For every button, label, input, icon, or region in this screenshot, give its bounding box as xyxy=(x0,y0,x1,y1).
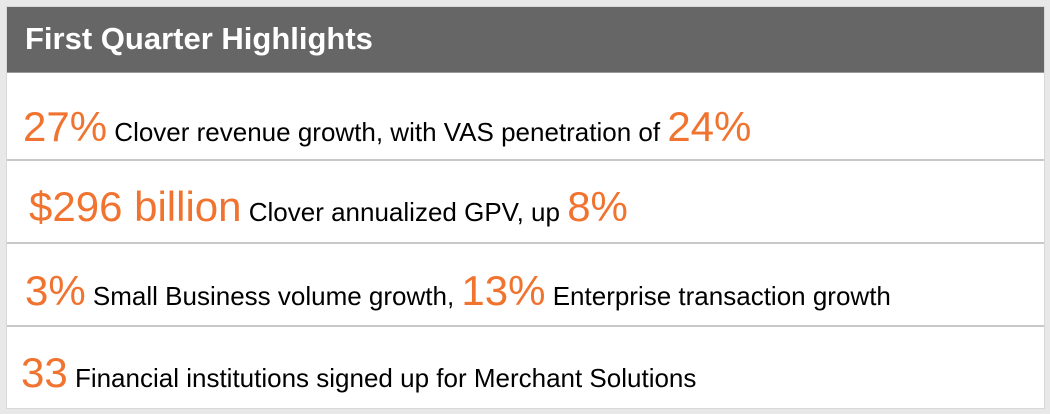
metric-value: 33 xyxy=(21,349,68,396)
highlight-row-clover-gpv: $296 billion Clover annualized GPV, up 8… xyxy=(29,183,628,231)
highlights-card: First Quarter Highlights 27% Clover reve… xyxy=(6,6,1045,409)
row-divider xyxy=(7,242,1044,244)
metric-value: 3% xyxy=(25,267,86,314)
metric-value: $296 billion xyxy=(29,183,242,230)
metric-description: Small Business volume growth, xyxy=(85,281,462,311)
metric-description: Clover annualized GPV, up xyxy=(241,197,568,227)
header-bar: First Quarter Highlights xyxy=(7,7,1044,73)
metric-value: 24% xyxy=(667,103,752,150)
metric-value: 27% xyxy=(23,103,108,150)
highlight-row-volume-growth: 3% Small Business volume growth, 13% Ent… xyxy=(25,267,891,315)
metric-description: Enterprise transaction growth xyxy=(545,281,891,311)
metric-value: 8% xyxy=(567,183,628,230)
row-divider xyxy=(7,159,1044,161)
row-divider xyxy=(7,325,1044,327)
metric-value: 13% xyxy=(461,267,546,314)
metric-description: Financial institutions signed up for Mer… xyxy=(67,363,697,393)
page-title: First Quarter Highlights xyxy=(25,21,373,56)
highlight-row-financial-institutions: 33 Financial institutions signed up for … xyxy=(21,349,696,397)
highlight-row-clover-revenue: 27% Clover revenue growth, with VAS pene… xyxy=(23,103,751,151)
metric-description: Clover revenue growth, with VAS penetrat… xyxy=(107,117,668,147)
